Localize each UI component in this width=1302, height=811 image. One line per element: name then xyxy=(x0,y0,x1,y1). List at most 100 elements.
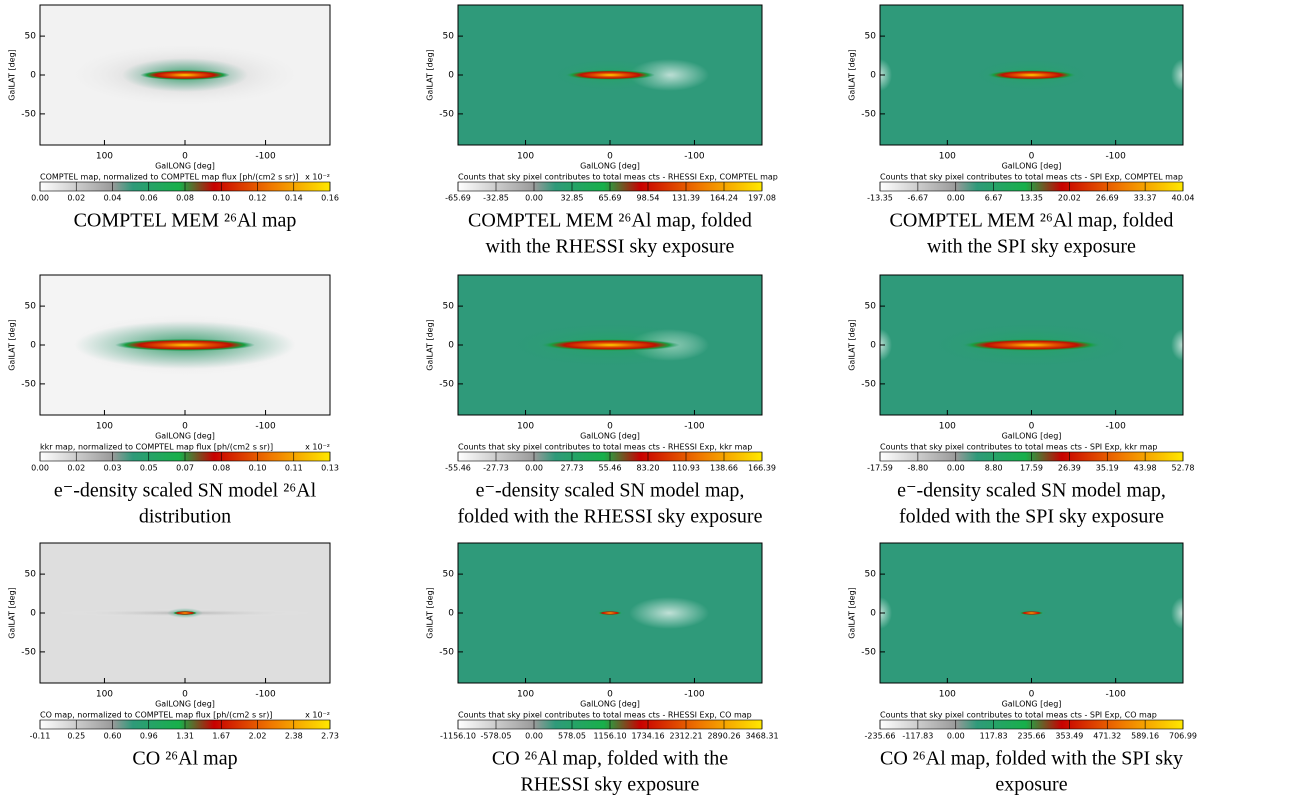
colorbar-tick-label: 3468.31 xyxy=(745,732,778,741)
caption: CO ²⁶Al map xyxy=(132,748,237,770)
x-tick-label: 100 xyxy=(96,152,113,162)
caption: CO ²⁶Al map, folded with the SPI sky xyxy=(880,748,1183,770)
colorbar-tick-label: 0.16 xyxy=(321,194,339,203)
x-tick-label: -100 xyxy=(684,152,705,162)
exposure-artifact xyxy=(629,597,710,629)
panel: 50 0 -50 100 0 -100 GalLAT [deg] GalLONG [deg] C… xyxy=(848,274,1195,528)
colorbar-title: Counts that sky pixel contributes to tot… xyxy=(458,711,752,720)
caption: e⁻-density scaled SN model map, xyxy=(897,480,1166,502)
colorbar-tick-label: -27.73 xyxy=(483,464,509,473)
colorbar-tick-label: 26.39 xyxy=(1058,464,1081,473)
galactic-plane xyxy=(1019,611,1044,615)
colorbar-scale: x 10⁻² xyxy=(305,711,330,720)
colorbar-tick-label: -578.05 xyxy=(481,732,512,741)
x-axis-label: GalLONG [deg] xyxy=(155,162,215,171)
colorbar-tick-label: -32.85 xyxy=(483,194,509,203)
colorbar-tick-label: 197.08 xyxy=(748,194,776,203)
sky-map xyxy=(40,5,330,145)
colorbar-tick-label: 1156.10 xyxy=(593,732,626,741)
y-tick-label: -50 xyxy=(439,379,454,389)
colorbar-tick-label: 33.37 xyxy=(1134,194,1157,203)
galactic-plane xyxy=(173,611,197,615)
colorbar-tick-label: 83.20 xyxy=(637,464,660,473)
x-axis-label: GalLONG [deg] xyxy=(1002,432,1062,441)
colorbar-tick-label: 0.13 xyxy=(321,464,339,473)
y-tick-label: -50 xyxy=(439,109,454,119)
y-tick-label: 50 xyxy=(865,302,877,312)
colorbar-tick-label: 0.06 xyxy=(140,194,158,203)
caption: COMPTEL MEM ²⁶Al map xyxy=(74,210,297,232)
colorbar-tick-label: 65.69 xyxy=(599,194,622,203)
colorbar-scale: x 10⁻² xyxy=(305,443,330,452)
colorbar-title: Counts that sky pixel contributes to tot… xyxy=(458,173,778,182)
colorbar-tick-label: 0.11 xyxy=(285,464,303,473)
y-tick-label: -50 xyxy=(21,109,36,119)
sky-map xyxy=(880,275,1183,415)
x-tick-label: 0 xyxy=(1029,690,1035,700)
sky-map xyxy=(458,275,762,415)
colorbar-tick-label: 235.66 xyxy=(1018,732,1046,741)
colorbar-tick-label: 706.99 xyxy=(1169,732,1197,741)
caption: exposure xyxy=(995,774,1067,796)
y-tick-label: 0 xyxy=(448,71,454,81)
x-tick-label: 0 xyxy=(1029,422,1035,432)
exposure-artifact xyxy=(880,597,892,629)
colorbar-tick-label: 0.00 xyxy=(525,194,543,203)
y-axis-label: GalLAT [deg] xyxy=(848,49,857,101)
caption: CO ²⁶Al map, folded with the xyxy=(492,748,728,770)
colorbar-title: Counts that sky pixel contributes to tot… xyxy=(880,443,1158,452)
x-tick-label: 100 xyxy=(939,422,956,432)
colorbar-tick-label: -6.67 xyxy=(908,194,929,203)
y-tick-label: -50 xyxy=(21,647,36,657)
sky-map xyxy=(40,543,330,683)
colorbar-tick-label: 1734.16 xyxy=(631,732,664,741)
caption: COMPTEL MEM ²⁶Al map, folded xyxy=(890,210,1174,232)
galactic-plane xyxy=(961,339,1102,351)
colorbar-tick-label: 52.78 xyxy=(1172,464,1195,473)
colorbar-tick-label: 0.02 xyxy=(67,194,85,203)
x-tick-label: -100 xyxy=(255,690,276,700)
y-axis-label: GalLAT [deg] xyxy=(426,587,435,639)
sky-map xyxy=(458,543,762,683)
panel: 50 0 -50 100 0 -100 GalLAT [deg] GalLONG [deg] C… xyxy=(426,4,778,258)
colorbar-tick-label: 6.67 xyxy=(985,194,1003,203)
caption: e⁻-density scaled SN model ²⁶Al xyxy=(54,480,317,502)
x-tick-label: 0 xyxy=(607,152,613,162)
x-tick-label: 100 xyxy=(517,422,534,432)
colorbar-tick-label: 35.19 xyxy=(1096,464,1119,473)
sky-map xyxy=(458,5,762,145)
x-tick-label: -100 xyxy=(1105,422,1126,432)
y-tick-label: 0 xyxy=(448,341,454,351)
x-tick-label: 0 xyxy=(182,690,188,700)
colorbar-tick-label: 0.03 xyxy=(104,464,122,473)
y-tick-label: 50 xyxy=(865,32,877,42)
y-tick-label: 50 xyxy=(25,302,37,312)
colorbar-tick-label: 2312.21 xyxy=(669,732,702,741)
x-tick-label: -100 xyxy=(1105,690,1126,700)
panel: 50 0 -50 100 0 -100 GalLAT [deg] GalLONG [deg] C… xyxy=(8,542,339,770)
colorbar-tick-label: 2890.26 xyxy=(707,732,740,741)
galactic-plane xyxy=(598,611,622,615)
x-axis-label: GalLONG [deg] xyxy=(155,700,215,709)
x-tick-label: 0 xyxy=(1029,152,1035,162)
exposure-artifact xyxy=(1171,597,1183,629)
galactic-plane xyxy=(986,70,1077,80)
y-axis-label: GalLAT [deg] xyxy=(848,587,857,639)
x-tick-label: -100 xyxy=(1105,152,1126,162)
y-tick-label: 0 xyxy=(30,609,36,619)
exposure-artifact xyxy=(880,59,892,91)
colorbar-tick-label: 166.39 xyxy=(748,464,776,473)
galactic-plane xyxy=(115,339,255,351)
colorbar-tick-label: 0.10 xyxy=(249,464,267,473)
colorbar-tick-label: 27.73 xyxy=(561,464,584,473)
colorbar-title: kkr map, normalized to COMPTEL map flux … xyxy=(40,443,273,452)
panel: 50 0 -50 100 0 -100 GalLAT [deg] GalLONG [deg] C… xyxy=(426,274,776,528)
x-axis-label: GalLONG [deg] xyxy=(155,432,215,441)
exposure-artifact xyxy=(1171,329,1183,361)
y-tick-label: 0 xyxy=(870,609,876,619)
colorbar-tick-label: 578.05 xyxy=(558,732,586,741)
panel: 50 0 -50 100 0 -100 GalLAT [deg] GalLONG [deg] C… xyxy=(848,542,1197,796)
y-tick-label: 50 xyxy=(25,570,37,580)
y-tick-label: -50 xyxy=(861,109,876,119)
